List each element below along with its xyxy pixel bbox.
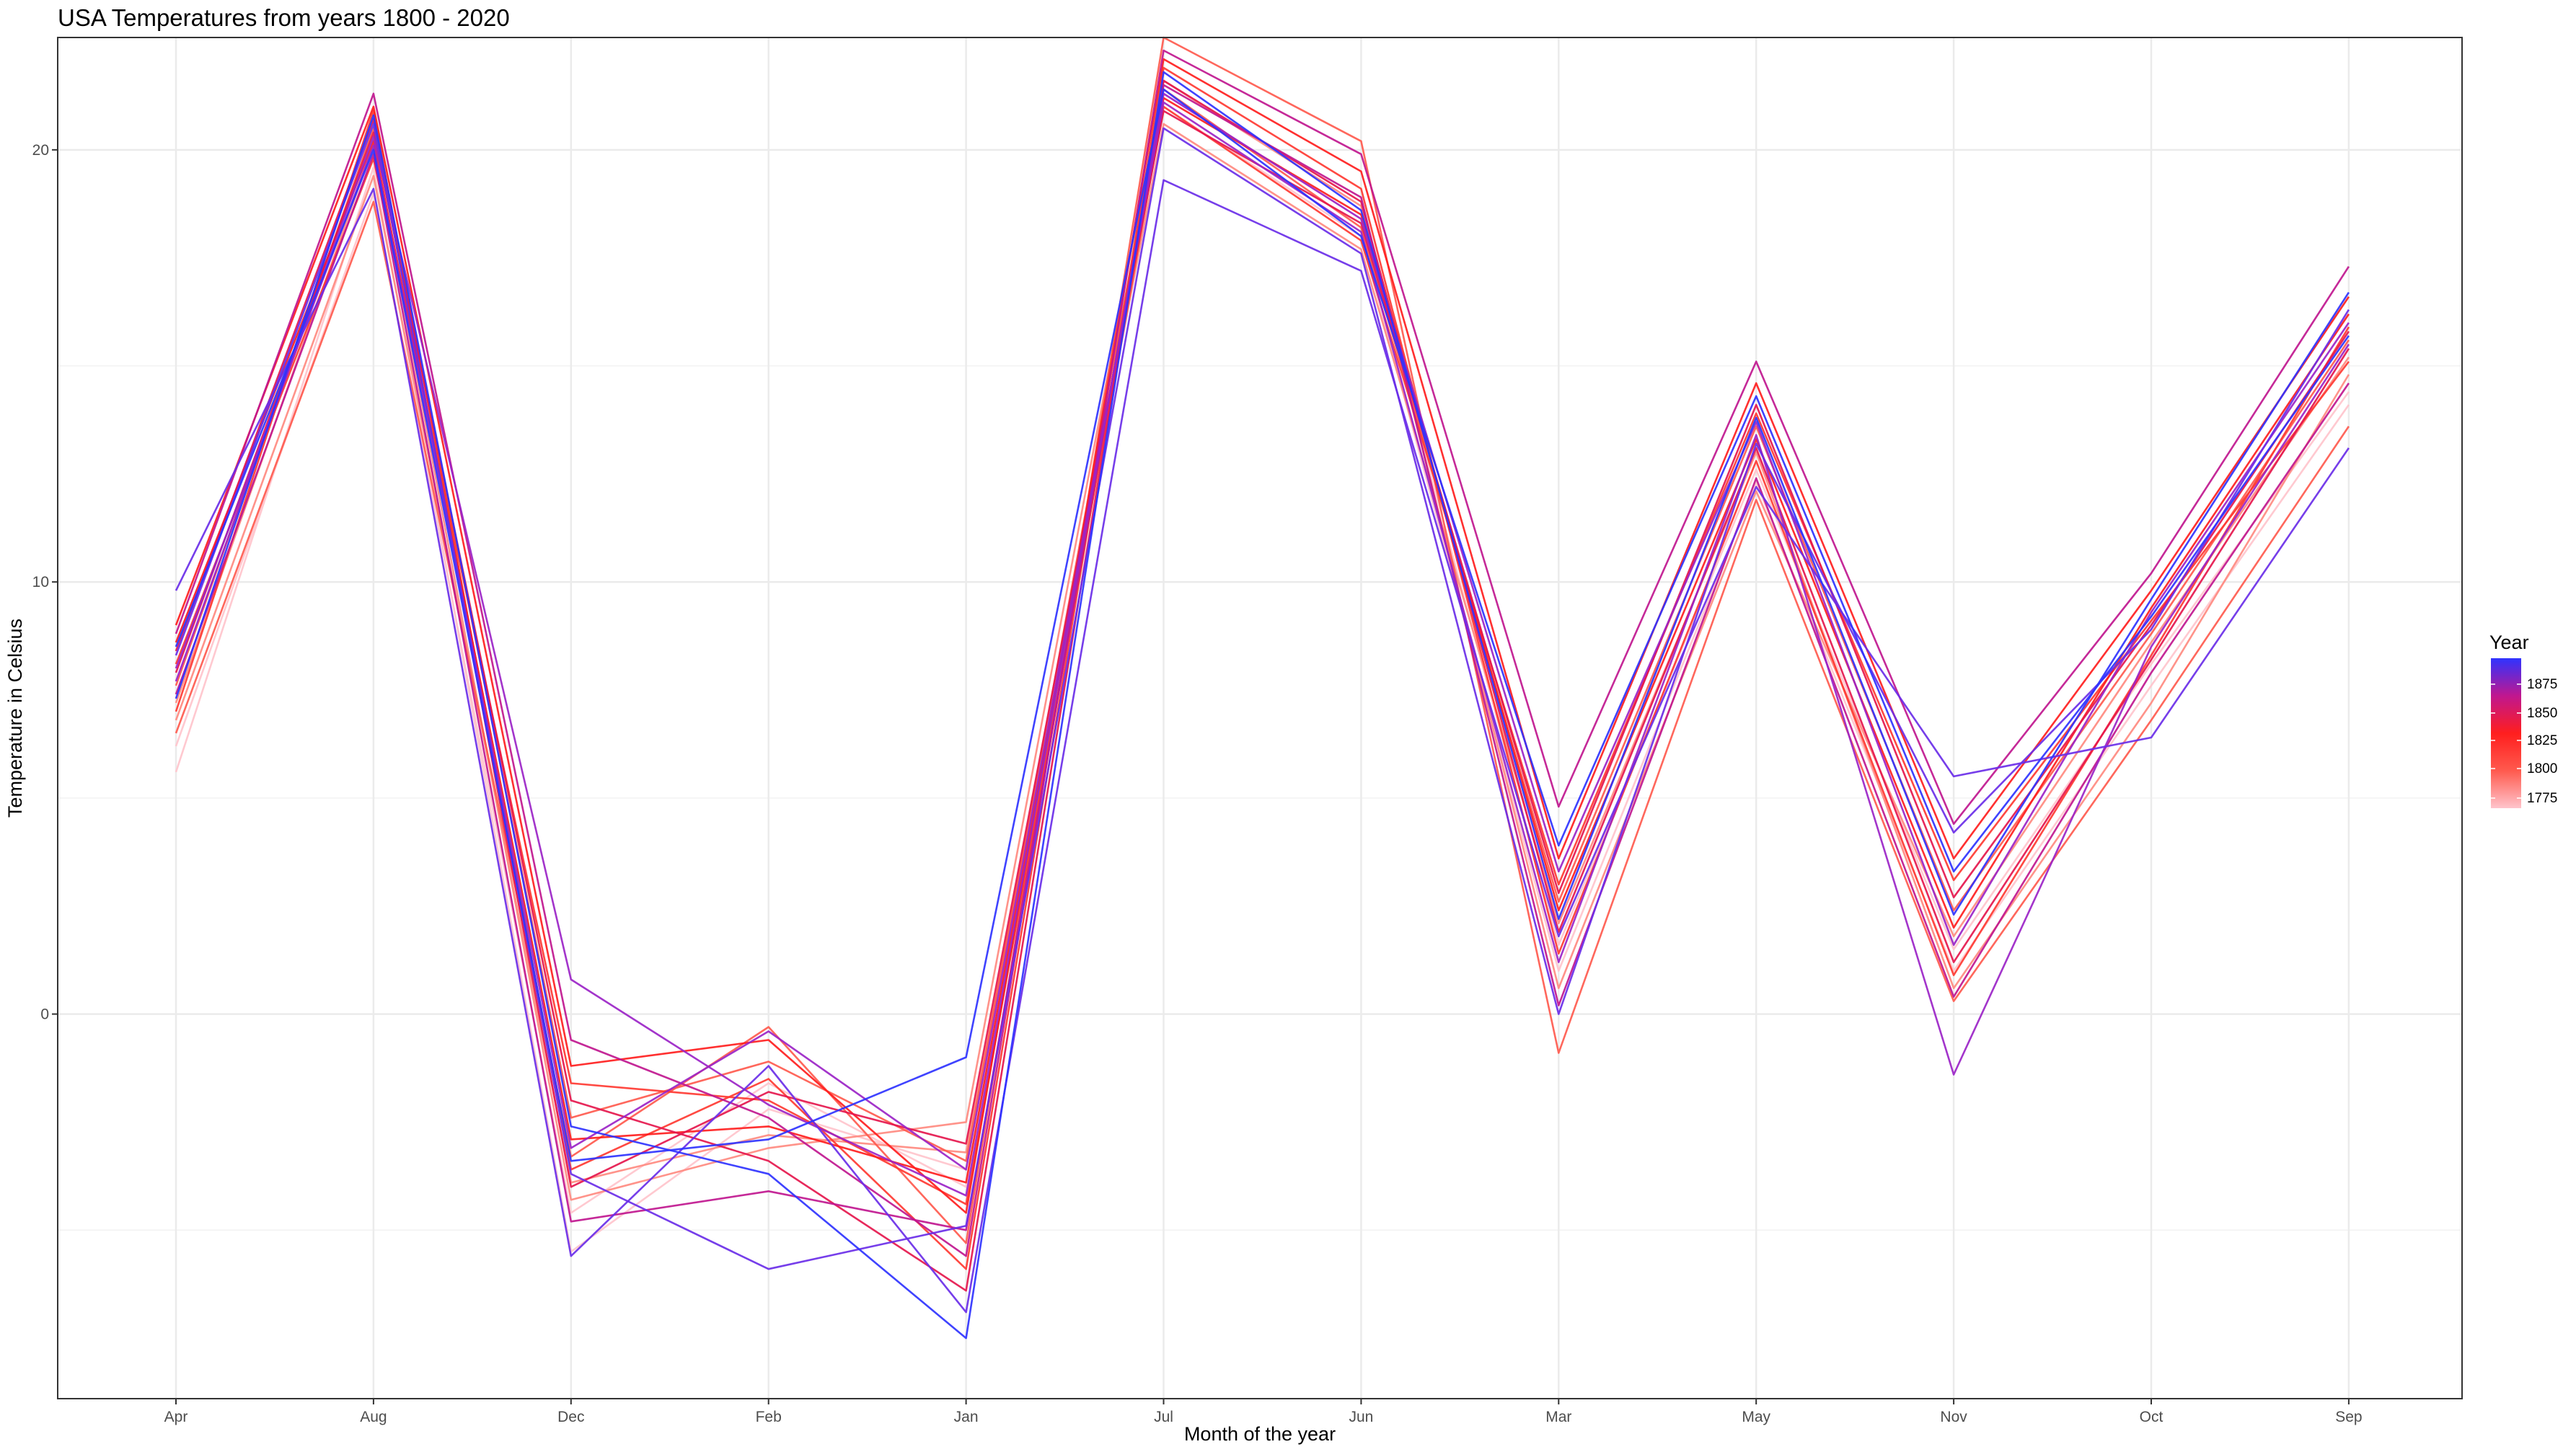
- series-line: [175, 123, 2350, 1270]
- y-tick-label: 0: [40, 1006, 49, 1023]
- grid-lines: [58, 37, 2462, 1399]
- y-axis: 0 10 20: [32, 142, 58, 1023]
- series-line: [175, 123, 2350, 1184]
- legend-label: 1875: [2527, 677, 2557, 692]
- x-tick-label: Feb: [756, 1409, 782, 1425]
- series-line: [175, 79, 2350, 1201]
- legend-colorbar: [2491, 658, 2521, 808]
- x-tick-label: Dec: [557, 1409, 584, 1425]
- plot-panel-border: [57, 37, 2463, 1399]
- series-line: [175, 92, 2350, 1197]
- legend-labels: 1875 1850 1825 1800 1775: [2491, 677, 2557, 806]
- y-axis-title: Temperature in Celsius: [4, 619, 26, 818]
- series-line: [175, 58, 2350, 1214]
- x-tick-label: Oct: [2140, 1409, 2163, 1425]
- x-tick-label: Aug: [360, 1409, 387, 1425]
- y-tick-label: 10: [32, 574, 49, 590]
- series-line: [175, 88, 2350, 1162]
- series-line: [175, 105, 2350, 1205]
- series-line: [175, 88, 2350, 1162]
- x-tick-label: Jul: [1154, 1409, 1173, 1425]
- x-tick-label: May: [1742, 1409, 1770, 1425]
- x-axis: Apr Aug Dec Feb Jan Jul Jun Mar May Nov Oct Sep: [164, 1399, 2363, 1425]
- x-axis-title: Month of the year: [1184, 1423, 1336, 1445]
- x-tick-label: Sep: [2335, 1409, 2362, 1425]
- x-tick-label: Apr: [164, 1409, 188, 1425]
- series-line: [175, 49, 2350, 1257]
- series-line: [175, 179, 2350, 1314]
- series-lines: [175, 36, 2350, 1340]
- x-tick-label: Mar: [1545, 1409, 1571, 1425]
- y-tick-label: 20: [32, 142, 49, 159]
- legend-title: Year: [2489, 632, 2529, 653]
- series-line: [175, 101, 2350, 1171]
- x-tick-label: Nov: [1940, 1409, 1967, 1425]
- legend-label: 1825: [2527, 733, 2557, 748]
- x-tick-label: Jan: [954, 1409, 979, 1425]
- legend-label: 1800: [2527, 761, 2557, 776]
- chart-title: USA Temperatures from years 1800 - 2020: [58, 4, 510, 31]
- legend-label: 1775: [2527, 791, 2557, 806]
- series-line: [175, 71, 2350, 1340]
- legend-label: 1850: [2527, 706, 2557, 721]
- legend: Year 1875 1850 1825 1800 1775: [2489, 632, 2557, 808]
- x-tick-label: Jun: [1349, 1409, 1373, 1425]
